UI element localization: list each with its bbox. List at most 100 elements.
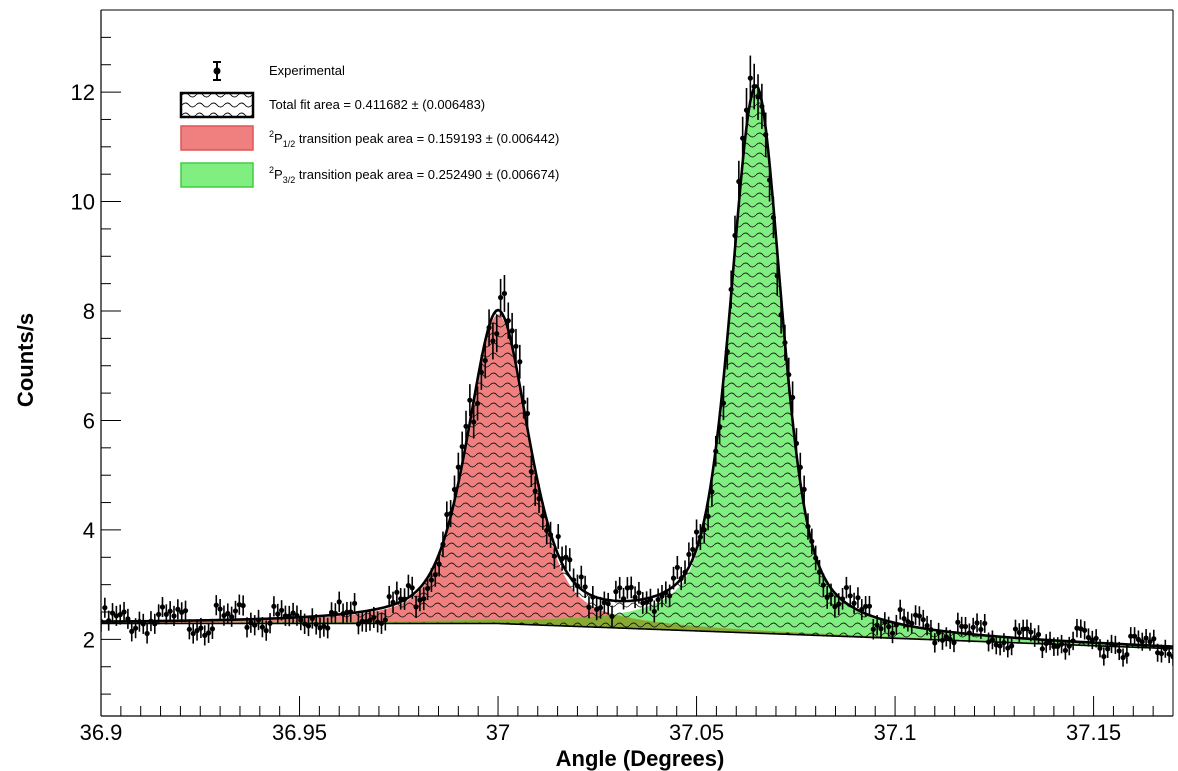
data-point (513, 328, 519, 364)
data-point (659, 585, 665, 608)
point-marker (367, 617, 373, 623)
data-point (205, 622, 212, 643)
data-point (421, 587, 427, 611)
data-point (624, 577, 630, 599)
point-marker (194, 627, 200, 634)
data-point (1147, 632, 1153, 651)
point-marker (332, 610, 338, 617)
data-point (939, 630, 946, 650)
data-point (736, 160, 742, 203)
data-point (590, 586, 596, 609)
point-marker (532, 488, 538, 494)
legend-label-p12: 2P1/2 transition peak area = 0.159193 ± … (269, 129, 559, 149)
data-point (463, 410, 469, 442)
point-marker (824, 594, 830, 600)
p12-sub: 1/2 (283, 139, 296, 149)
point-marker (663, 589, 669, 596)
data-point (920, 609, 926, 630)
point-marker (759, 103, 765, 109)
data-point (690, 537, 696, 562)
data-point (582, 575, 588, 599)
data-point (1032, 628, 1038, 647)
point-marker (686, 551, 692, 558)
point-marker (198, 625, 204, 631)
data-point (217, 598, 223, 620)
data-point (770, 196, 777, 239)
data-point (398, 588, 404, 610)
point-marker (1066, 643, 1072, 649)
data-point (517, 344, 523, 379)
data-point (1162, 639, 1168, 658)
point-marker (1124, 651, 1130, 658)
data-point (743, 87, 750, 133)
data-point (816, 559, 823, 584)
data-point (667, 584, 673, 608)
point-marker (490, 338, 496, 344)
data-point (240, 595, 246, 616)
point-marker (524, 410, 531, 417)
data-point (693, 519, 700, 545)
point-marker (428, 577, 435, 583)
data-point (101, 611, 104, 632)
data-point (448, 500, 454, 528)
point-marker (597, 605, 604, 611)
data-point (459, 431, 465, 462)
point-marker (574, 583, 581, 589)
data-point (1151, 629, 1157, 648)
data-point (540, 502, 546, 530)
data-point (505, 302, 511, 339)
data-point (682, 560, 688, 584)
point-marker (382, 617, 388, 623)
data-point (1135, 630, 1142, 649)
data-point (263, 620, 269, 641)
point-marker (690, 546, 696, 553)
point-marker (305, 623, 312, 629)
point-marker (1058, 641, 1065, 647)
point-marker (774, 273, 780, 279)
data-point (1009, 636, 1015, 656)
data-point (901, 608, 907, 629)
point-marker (474, 400, 481, 407)
point-marker (782, 340, 788, 346)
data-point (136, 611, 143, 632)
point-marker (924, 623, 930, 629)
point-marker (836, 601, 842, 607)
point-marker (920, 617, 926, 623)
data-point (813, 545, 819, 571)
point-marker (1009, 643, 1015, 649)
data-point (244, 617, 250, 638)
data-point (290, 602, 296, 624)
x-ticks: 36.9 36.95 37 37.05 37.1 37.15 (80, 696, 1174, 745)
point-marker (1024, 626, 1030, 632)
data-point (728, 270, 734, 309)
data-point (724, 333, 730, 370)
legend-label-total-fit: Total fit area = 0.411682 ± (0.006483) (269, 97, 485, 112)
point-marker (1097, 645, 1103, 651)
point-marker (278, 607, 285, 613)
legend-label-experimental: Experimental (269, 63, 345, 78)
y-tick-label: 4 (83, 518, 95, 543)
point-marker (959, 623, 965, 629)
data-point (928, 619, 934, 640)
point-marker (832, 604, 838, 610)
point-marker (275, 611, 281, 617)
point-marker (1082, 627, 1088, 633)
point-marker (551, 553, 557, 559)
point-marker (985, 639, 992, 645)
legend-swatch-p32 (180, 162, 254, 188)
data-point (259, 617, 265, 638)
data-point (1012, 619, 1019, 639)
point-marker (424, 585, 431, 592)
data-point (839, 587, 846, 610)
data-point (482, 342, 488, 379)
p32-sub: 3/2 (283, 175, 296, 185)
data-point (924, 615, 930, 636)
data-point (521, 385, 527, 419)
data-point (893, 614, 899, 635)
data-point (613, 580, 619, 603)
point-marker (755, 94, 761, 100)
data-point (763, 112, 769, 157)
point-marker (355, 621, 362, 627)
point-marker (1158, 650, 1165, 657)
point-marker (870, 626, 876, 632)
